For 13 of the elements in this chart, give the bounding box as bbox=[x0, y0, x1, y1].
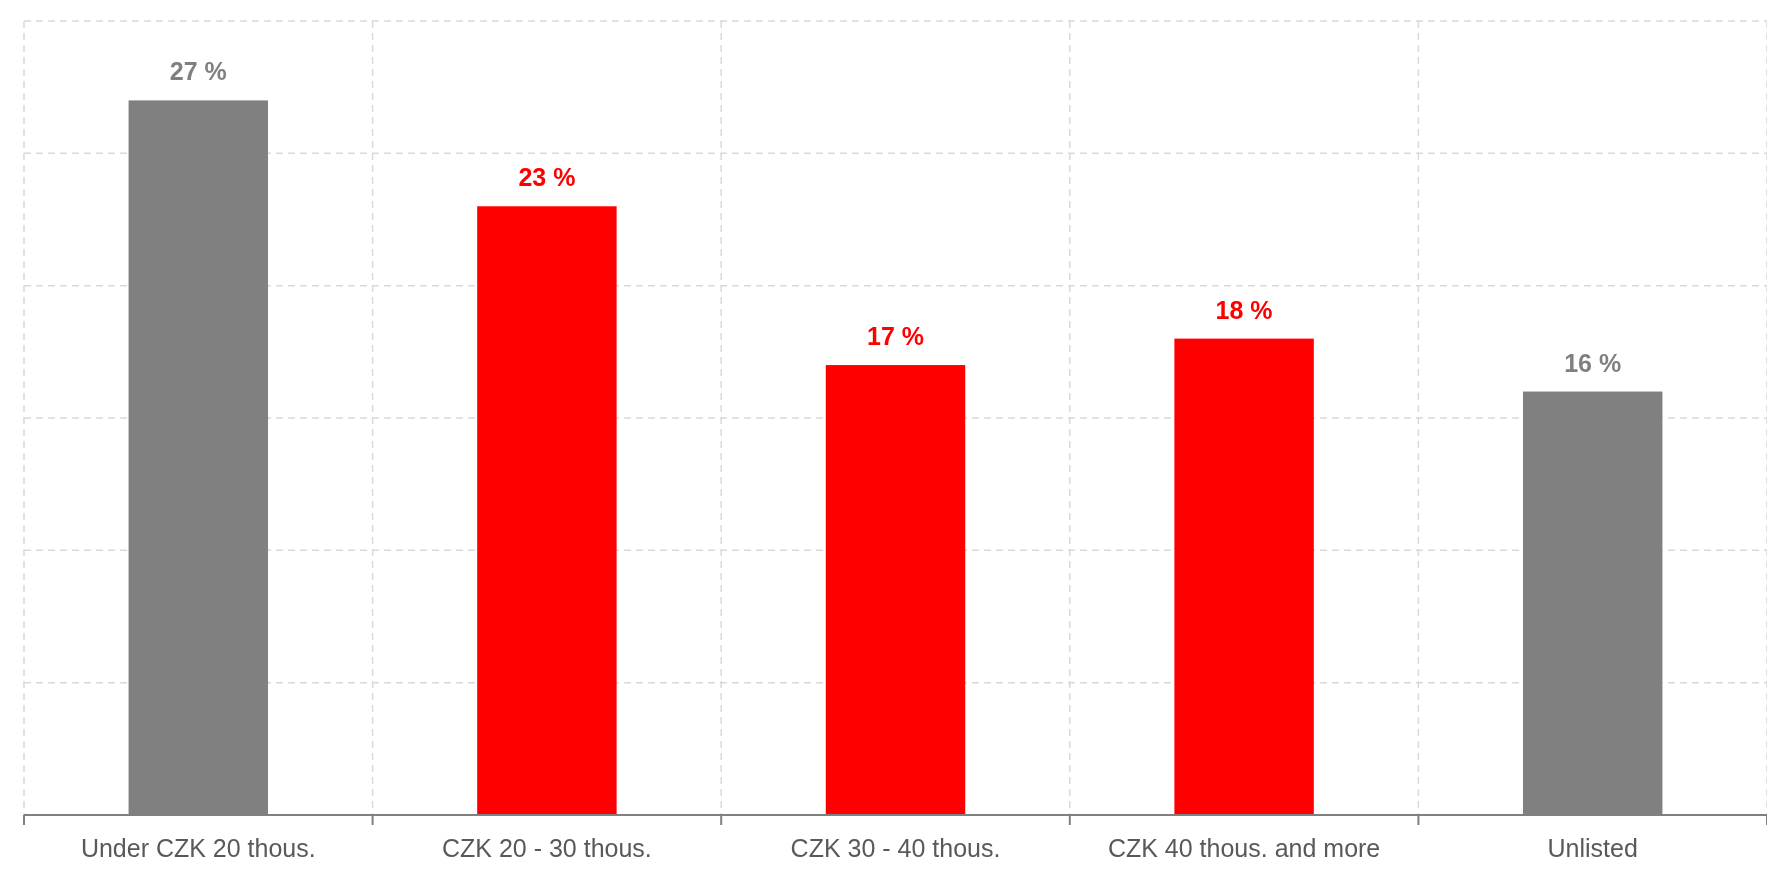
data-label: 23 % bbox=[518, 163, 576, 192]
x-tick-label: Unlisted bbox=[1547, 834, 1638, 862]
x-tick-label: CZK 40 thous. and more bbox=[1107, 834, 1381, 862]
data-label: 18 % bbox=[1215, 295, 1273, 324]
data-label: 17 % bbox=[867, 322, 924, 351]
data-label: 16 % bbox=[1564, 348, 1622, 377]
bar bbox=[1174, 338, 1314, 815]
x-tick-label: Under CZK 20 thous. bbox=[80, 834, 316, 862]
bar bbox=[477, 206, 617, 815]
data-label: 27 % bbox=[169, 57, 227, 86]
x-tick-label: CZK 30 - 40 thous. bbox=[790, 834, 1001, 862]
bar bbox=[825, 365, 966, 815]
x-tick-label: CZK 20 - 30 thous. bbox=[441, 834, 652, 862]
